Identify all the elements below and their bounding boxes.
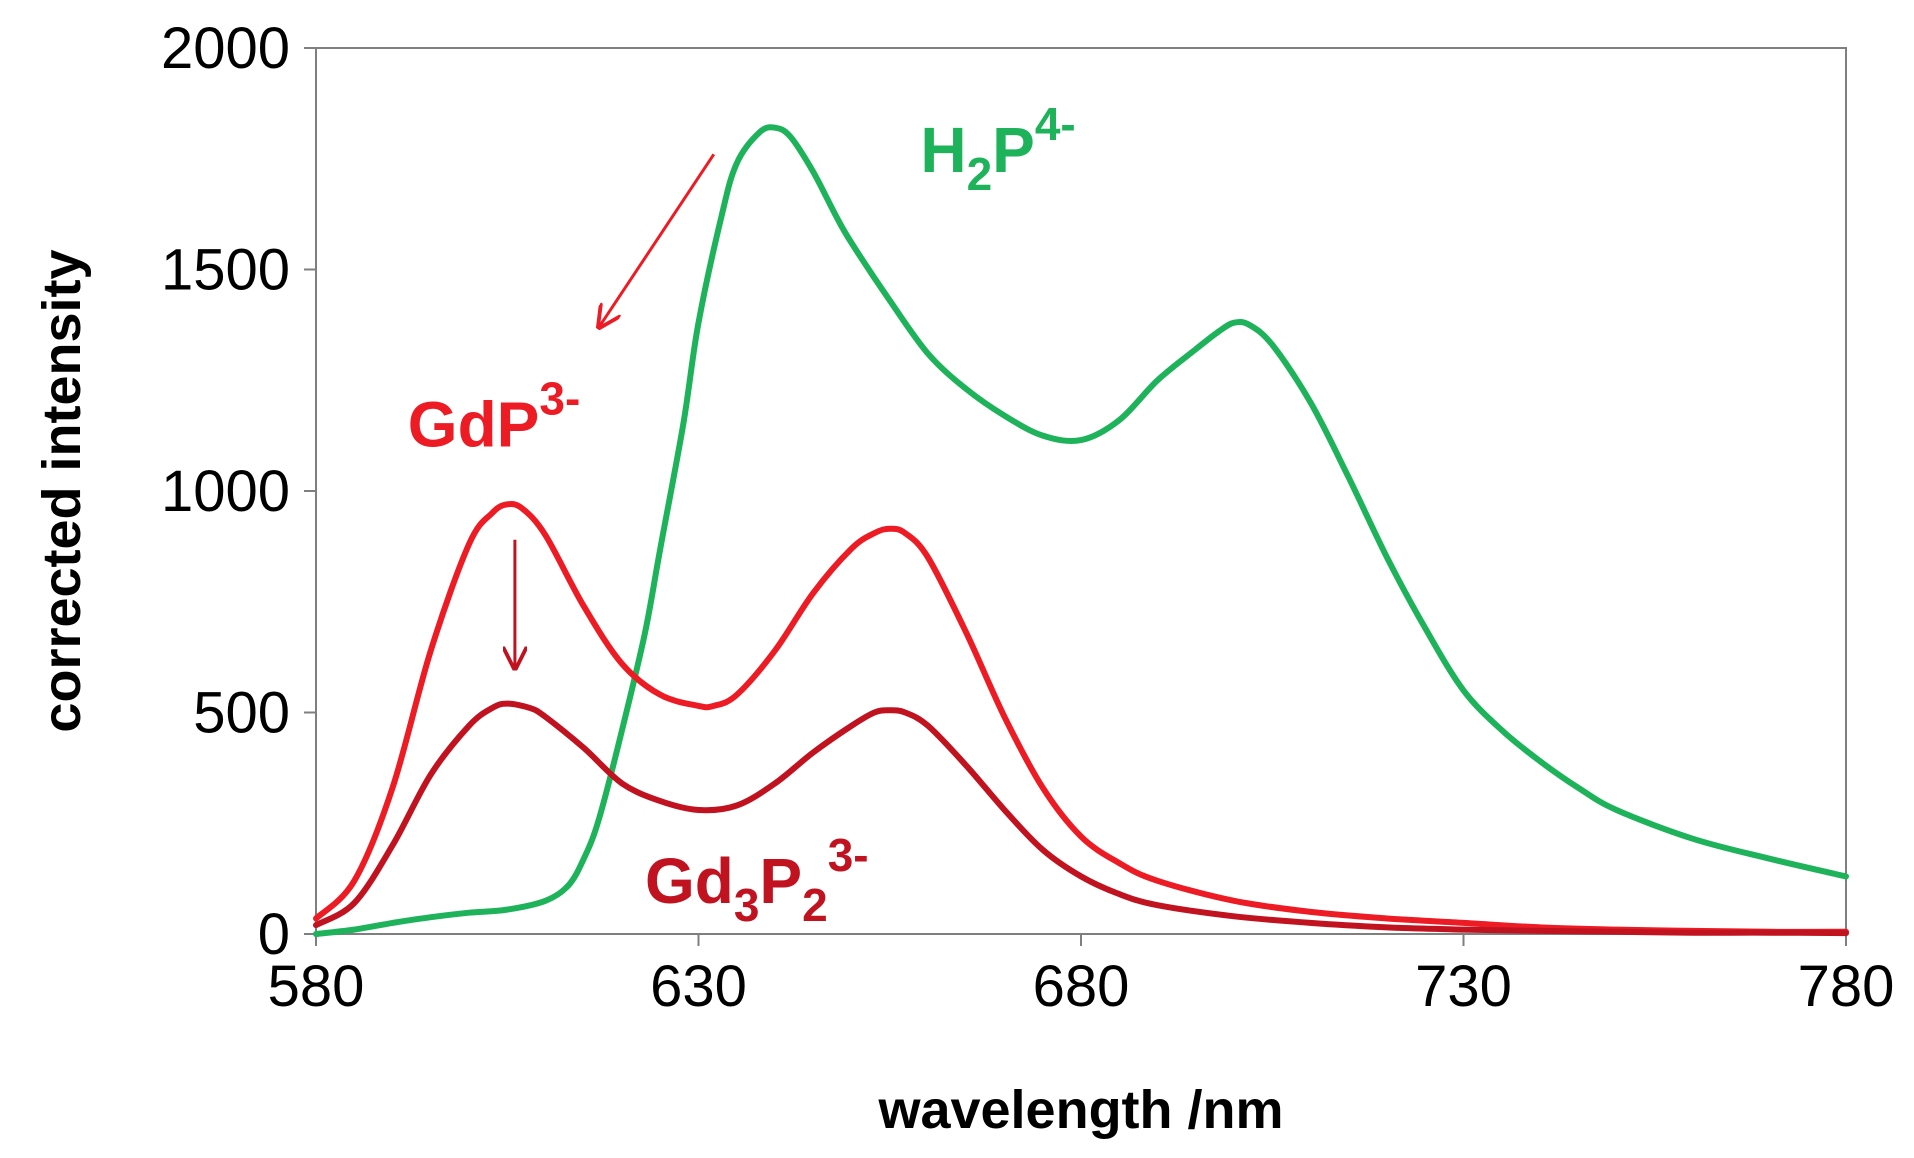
plot-area-frame bbox=[315, 47, 1847, 935]
x-tick-label: 680 bbox=[1033, 954, 1130, 1019]
x-tick-label: 580 bbox=[268, 954, 365, 1019]
annotation-base: P bbox=[992, 114, 1035, 186]
annotation-base: P bbox=[759, 845, 802, 917]
arrow-layer bbox=[515, 153, 716, 668]
y-axis-ticks: 0 500 1000 1500 2000 bbox=[161, 16, 316, 967]
x-tick-label: 730 bbox=[1415, 954, 1512, 1019]
x-tick-label: 780 bbox=[1798, 954, 1895, 1019]
y-tick-label: 1500 bbox=[161, 238, 290, 303]
h2p-label: H2P4- bbox=[920, 98, 1075, 200]
y-tick-label: 0 bbox=[258, 902, 290, 967]
annotation-base: GdP bbox=[408, 389, 540, 461]
gd3p2-spectrum-line bbox=[313, 700, 1849, 937]
annotation-sub: 2 bbox=[802, 879, 828, 931]
y-tick-label: 2000 bbox=[161, 16, 290, 81]
annotation-layer: H2P4-GdP3-Gd3P23- bbox=[408, 98, 1076, 931]
annotation-sup: 3- bbox=[539, 373, 580, 425]
annotation-sup: 4- bbox=[1035, 98, 1076, 150]
gdp-spectrum-line bbox=[313, 500, 1849, 935]
annotation-sup: 3- bbox=[828, 829, 869, 881]
annotation-sub: 2 bbox=[967, 148, 993, 200]
gdp-label: GdP3- bbox=[408, 373, 580, 461]
x-axis-ticks: 580 630 680 730 780 bbox=[268, 934, 1895, 1019]
annotation-base: H bbox=[920, 114, 966, 186]
x-axis-title: wavelength /nm bbox=[877, 1080, 1283, 1140]
h2p-spectrum-line bbox=[313, 124, 1849, 937]
decrease-arrow-diagonal bbox=[599, 153, 716, 327]
x-tick-label: 630 bbox=[650, 954, 747, 1019]
series-layer bbox=[313, 124, 1849, 937]
gd3p2-label: Gd3P23- bbox=[645, 829, 869, 931]
y-tick-label: 1000 bbox=[161, 459, 290, 524]
y-tick-label: 500 bbox=[193, 681, 290, 746]
y-axis-title: corrected intensity bbox=[32, 249, 92, 732]
annotation-base: Gd bbox=[645, 845, 734, 917]
annotation-sub: 3 bbox=[734, 879, 760, 931]
